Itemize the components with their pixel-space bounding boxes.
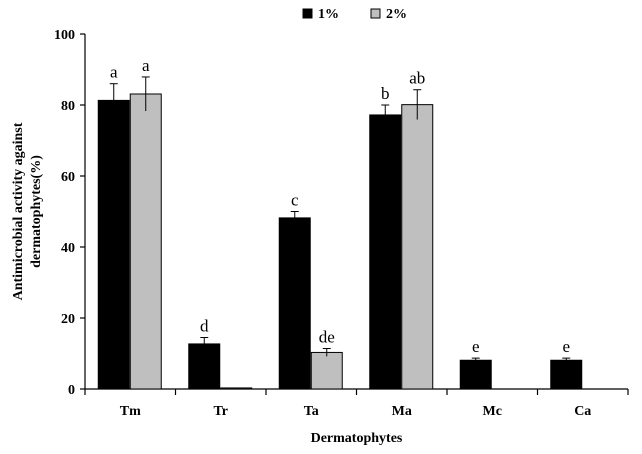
bars: [97, 93, 583, 390]
y-axis-title: Antimicrobial activity against dermatophy…: [11, 122, 44, 300]
bar-2%-Tr: [220, 387, 253, 390]
y-tick-label: 20: [61, 312, 75, 327]
y-axis-title-line: dermatophytes(%): [29, 155, 44, 268]
bar-1%-Ma: [369, 114, 402, 390]
y-tick-label: 40: [61, 241, 75, 256]
legend-label: 2%: [386, 7, 407, 22]
legend-label: 1%: [318, 7, 339, 22]
bar-1%-Tm: [97, 99, 130, 390]
legend: 1% 2%: [302, 7, 407, 22]
significance-label: ab: [409, 69, 425, 88]
y-tick-label: 0: [68, 383, 75, 398]
bar-2%-Ta: [310, 351, 343, 390]
bar-2%-Tm: [129, 93, 162, 390]
significance-label: a: [142, 56, 150, 75]
bar-2%-Ma: [401, 104, 434, 390]
y-axis-title-line: Antimicrobial activity against: [11, 122, 26, 300]
x-tick-label: Ma: [392, 404, 412, 419]
legend-swatch: [302, 8, 313, 19]
x-tick-label: Tr: [213, 404, 228, 419]
error-bars: [109, 76, 571, 363]
significance-label: b: [381, 84, 390, 103]
x-tick-label: Mc: [483, 404, 502, 419]
x-tick-label: Tm: [120, 404, 141, 419]
x-axis-title: Dermatophytes: [311, 431, 403, 446]
significance-labels: a a d c de bab e e: [110, 56, 570, 356]
bar-1%-Ta: [278, 217, 311, 390]
significance-label: e: [472, 337, 480, 356]
significance-label: e: [562, 337, 570, 356]
y-tick-label: 60: [61, 170, 75, 185]
significance-label: c: [291, 191, 299, 210]
significance-label: d: [200, 317, 209, 336]
y-tick-label: 80: [61, 99, 75, 114]
axes: 0 20 40 60 80 100 Tm Tr Ta Ma Mc Ca: [54, 28, 629, 419]
x-tick-label: Ta: [304, 404, 319, 419]
bar-1%-Mc: [459, 359, 492, 390]
y-tick-label: 100: [54, 28, 75, 43]
bar-1%-Tr: [188, 343, 221, 390]
significance-label: a: [110, 63, 118, 82]
x-tick-label: Ca: [574, 404, 591, 419]
bar-1%-Ca: [550, 359, 583, 390]
significance-label: de: [319, 328, 335, 347]
legend-swatch: [370, 8, 381, 19]
